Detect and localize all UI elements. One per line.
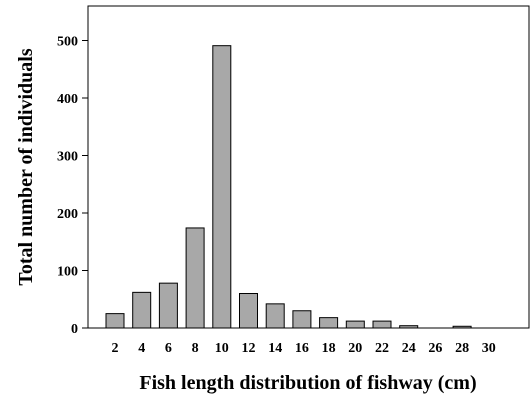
x-tick-label-8: 8 (192, 341, 199, 356)
x-tick-label-16: 16 (295, 341, 309, 356)
bars-group (105, 45, 472, 329)
x-tick-label-18: 18 (322, 341, 336, 356)
y-tick-label-500: 500 (57, 35, 78, 50)
y-tick-label-300: 300 (57, 150, 78, 165)
bar-4 (132, 291, 152, 329)
x-tick-label-2: 2 (112, 341, 119, 356)
bar-10 (212, 45, 232, 329)
plot-frame (87, 5, 530, 329)
y-tick-label-400: 400 (57, 92, 78, 107)
bar-22 (372, 320, 392, 329)
bar-8 (185, 227, 205, 329)
x-tick-label-24: 24 (402, 341, 416, 356)
x-tick-label-6: 6 (165, 341, 172, 356)
bar-14 (265, 303, 285, 329)
y-tick-label-100: 100 (57, 265, 78, 280)
y-tick-label-200: 200 (57, 207, 78, 222)
y-tick-label-0: 0 (71, 322, 78, 337)
x-axis-ticks: 2 4 6 8 10 12 14 16 18 20 22 24 26 28 30 (112, 341, 496, 356)
x-axis-title: Fish length distribution of fishway (cm) (139, 372, 476, 394)
x-tick-label-14: 14 (268, 341, 282, 356)
x-tick-label-22: 22 (375, 341, 389, 356)
x-tick-label-4: 4 (138, 341, 145, 356)
x-tick-label-10: 10 (215, 341, 229, 356)
x-tick-label-30: 30 (482, 341, 496, 356)
x-tick-label-20: 20 (348, 341, 362, 356)
bar-6 (158, 282, 178, 329)
bar-16 (292, 310, 312, 329)
bar-20 (345, 320, 365, 329)
x-tick-label-12: 12 (242, 341, 256, 356)
x-tick-label-28: 28 (455, 341, 469, 356)
bar-12 (239, 293, 258, 329)
y-axis-title: Total number of individuals (15, 48, 37, 286)
bar-2 (105, 313, 125, 329)
x-tick-label-26: 26 (428, 341, 442, 356)
y-axis-ticks: 0 100 200 300 400 500 (57, 35, 88, 337)
bar-18 (319, 317, 339, 329)
